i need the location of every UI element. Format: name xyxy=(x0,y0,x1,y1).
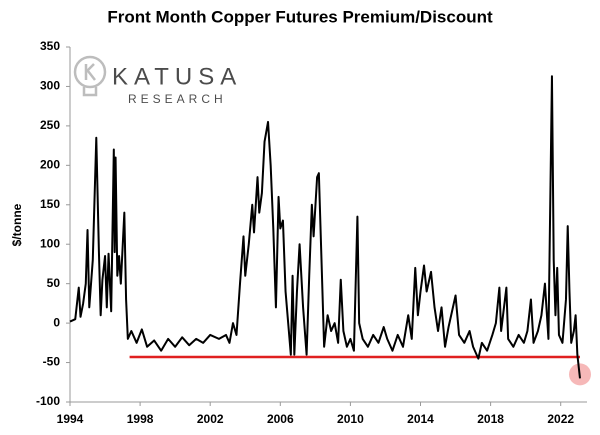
x-tick-label: 2010 xyxy=(337,412,364,426)
y-tick-label: 350 xyxy=(40,39,60,53)
x-tick-label: 2018 xyxy=(477,412,504,426)
watermark-logo xyxy=(73,55,107,97)
y-tick-label: 100 xyxy=(40,236,60,250)
y-tick-label: 50 xyxy=(47,276,61,290)
x-tick-label: 2022 xyxy=(547,412,574,426)
x-tick-label: 1994 xyxy=(57,412,84,426)
y-tick-label: 150 xyxy=(40,197,60,211)
x-tick-label: 2002 xyxy=(197,412,224,426)
watermark-text: KATUSA xyxy=(112,63,242,90)
y-tick-label: 300 xyxy=(40,79,60,93)
y-tick-label: 250 xyxy=(40,118,60,132)
chart-title: Front Month Copper Futures Premium/Disco… xyxy=(107,7,493,26)
watermark-subtext: RESEARCH xyxy=(128,92,227,106)
y-tick-label: -100 xyxy=(36,394,60,408)
x-tick-label: 1998 xyxy=(127,412,154,426)
y-tick-label: 200 xyxy=(40,158,60,172)
y-axis-label: $/tonne xyxy=(10,203,24,246)
x-tick-label: 2014 xyxy=(407,412,434,426)
data-line xyxy=(69,75,581,379)
x-tick-label: 2006 xyxy=(267,412,294,426)
y-tick-label: -50 xyxy=(43,355,61,369)
y-tick-label: 0 xyxy=(53,315,60,329)
